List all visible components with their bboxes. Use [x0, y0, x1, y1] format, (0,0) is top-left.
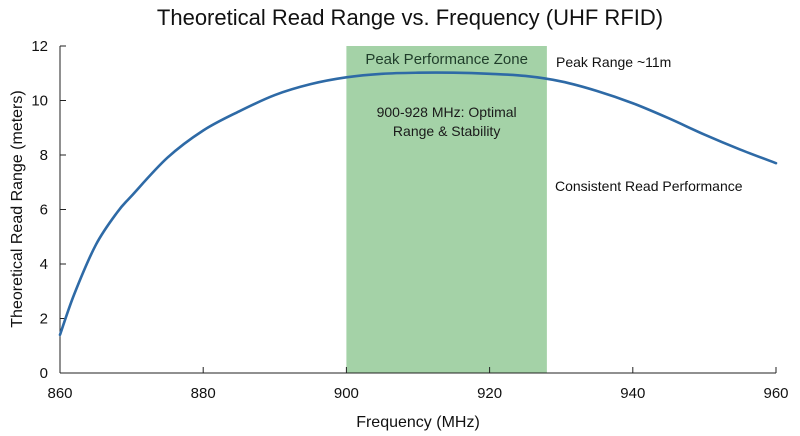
x-tick-label: 900	[334, 385, 359, 402]
x-tick-label: 860	[47, 385, 72, 402]
y-axis-label: Theoretical Read Range (meters)	[9, 90, 26, 327]
x-tick-label: 880	[191, 385, 216, 402]
peak-zone-title: Peak Performance Zone	[365, 51, 528, 68]
y-tick-label: 6	[40, 202, 48, 219]
x-tick-label: 920	[477, 385, 502, 402]
y-tick-label: 4	[40, 256, 48, 273]
y-tick-label: 8	[40, 147, 48, 164]
x-tick-label: 960	[763, 385, 788, 402]
peak-zone-text-line1: 900-928 MHz: Optimal	[377, 104, 517, 120]
y-tick-label: 12	[31, 38, 48, 55]
chart-title: Theoretical Read Range vs. Frequency (UH…	[157, 5, 663, 30]
x-tick-label: 940	[620, 385, 645, 402]
y-tick-label: 0	[40, 365, 48, 382]
axes	[59, 45, 777, 374]
peak-zone-text-line2: Range & Stability	[393, 123, 500, 139]
peak-zone-rect	[346, 46, 547, 373]
series-group	[58, 71, 778, 337]
peak-range-annotation: Peak Range ~11m	[556, 54, 671, 70]
tick-labels: 0 2 4 6 8 10 12 860 880 900 920 940 960	[31, 38, 788, 402]
series-line-read-range	[58, 71, 778, 337]
y-tick-label: 10	[31, 93, 48, 110]
x-axis-label: Frequency (MHz)	[356, 414, 480, 431]
consistent-performance-annotation: Consistent Read Performance	[555, 178, 743, 194]
peak-zone: Peak Performance Zone 900-928 MHz: Optim…	[346, 46, 547, 373]
y-tick-label: 2	[40, 311, 48, 328]
